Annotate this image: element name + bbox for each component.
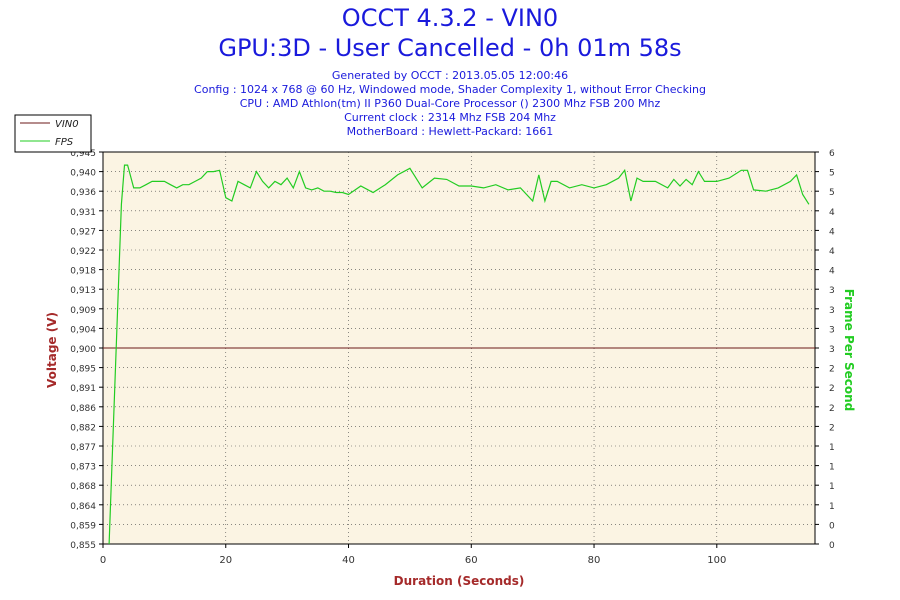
- y-tick-label: 0,868: [70, 482, 96, 492]
- y2-tick-label: 2: [829, 365, 835, 375]
- info-cpu: CPU : AMD Athlon(tm) II P360 Dual-Core P…: [239, 97, 661, 110]
- info-config: Config : 1024 x 768 @ 60 Hz, Windowed mo…: [194, 83, 706, 96]
- y-tick-label: 0,873: [70, 463, 96, 473]
- y-tick-label: 0,895: [70, 365, 96, 375]
- chart-title: OCCT 4.3.2 - VIN0: [341, 4, 559, 32]
- y-tick-label: 0,900: [70, 345, 96, 355]
- y2-tick-label: 4: [829, 267, 835, 277]
- y-tick-label: 0,909: [70, 306, 96, 316]
- y2-tick-label: 6: [829, 149, 835, 159]
- info-clock: Current clock : 2314 Mhz FSB 204 Mhz: [344, 111, 556, 124]
- x-tick-label: 20: [219, 555, 232, 566]
- series-line-fps: [108, 164, 810, 544]
- y2-tick-label: 4: [829, 208, 835, 218]
- y-tick-label: 0,855: [70, 541, 96, 551]
- y2-tick-label: 3: [829, 306, 835, 316]
- y2-tick-label: 5: [829, 169, 835, 179]
- y2-tick-label: 3: [829, 345, 835, 355]
- x-tick-label: 100: [707, 555, 726, 566]
- y2-tick-label: 3: [829, 286, 835, 296]
- y-tick-label: 0,918: [70, 267, 96, 277]
- y-tick-label: 0,864: [70, 502, 96, 512]
- info-motherboard: MotherBoard : Hewlett-Packard: 1661: [346, 125, 554, 138]
- y2-tick-label: 4: [829, 227, 835, 237]
- x-tick-label: 40: [342, 555, 355, 566]
- y-axis-label: Voltage (V): [45, 312, 59, 388]
- x-tick-label: 0: [100, 555, 106, 566]
- y2-tick-label: 2: [829, 404, 835, 414]
- y-tick-label: 0,927: [70, 227, 96, 237]
- legend: [14, 114, 92, 153]
- y2-tick-label: 3: [829, 325, 835, 335]
- y2-tick-label: 2: [829, 384, 835, 394]
- y-tick-label: 0,913: [70, 286, 96, 296]
- legend-label-vin0: VIN0: [55, 119, 79, 130]
- y2-tick-label: 1: [829, 463, 835, 473]
- y2-axis-label: Frame Per Second: [842, 289, 856, 412]
- y-tick-label: 0,945: [70, 149, 96, 159]
- y-tick-label: 0,904: [70, 325, 96, 335]
- y2-tick-label: 1: [829, 482, 835, 492]
- y-tick-label: 0,859: [70, 521, 96, 531]
- y-tick-label: 0,931: [70, 208, 96, 218]
- chart-subtitle: GPU:3D - User Cancelled - 0h 01m 58s: [218, 34, 682, 62]
- y2-tick-label: 1: [829, 502, 835, 512]
- y2-tick-label: 2: [829, 423, 835, 433]
- info-generated: Generated by OCCT : 2013.05.05 12:00:46: [331, 69, 569, 82]
- y-tick-label: 0,940: [70, 169, 96, 179]
- x-axis-label: Duration (Seconds): [394, 574, 525, 588]
- y2-tick-label: 4: [829, 247, 835, 257]
- y2-tick-label: 5: [829, 188, 835, 198]
- y-tick-label: 0,882: [70, 423, 96, 433]
- y-tick-label: 0,877: [70, 443, 96, 453]
- y-tick-label: 0,922: [70, 247, 96, 257]
- legend-label-fps: FPS: [55, 137, 74, 148]
- y-tick-label: 0,886: [70, 404, 96, 414]
- y-tick-label: 0,891: [70, 384, 96, 394]
- x-tick-label: 60: [465, 555, 478, 566]
- y2-tick-label: 0: [829, 541, 835, 551]
- x-tick-label: 80: [588, 555, 601, 566]
- y2-tick-label: 0: [829, 521, 835, 531]
- y2-tick-label: 1: [829, 443, 835, 453]
- y-tick-label: 0,936: [70, 188, 96, 198]
